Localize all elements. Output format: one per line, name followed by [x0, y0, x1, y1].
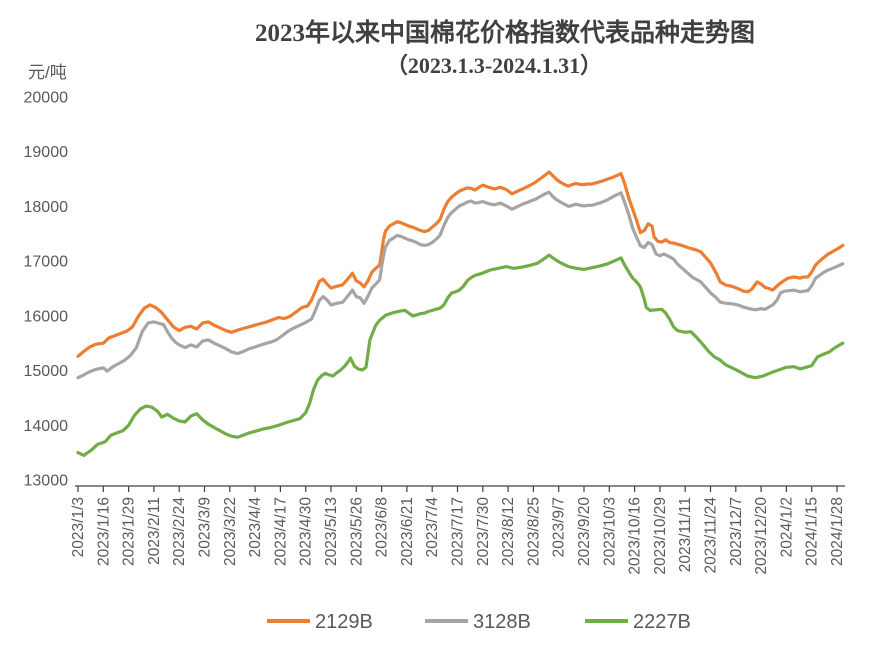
x-tick-label: 2023/4/4 — [247, 497, 264, 558]
x-tick-label: 2023/7/17 — [450, 497, 467, 566]
legend-label-3128B: 3128B — [473, 611, 531, 633]
x-tick-label: 2023/4/30 — [298, 497, 315, 566]
y-tick-label: 16000 — [24, 308, 69, 325]
x-tick-label: 2023/5/13 — [323, 497, 340, 566]
x-tick-label: 2024/1/2 — [778, 497, 795, 557]
x-tick-label: 2023/12/20 — [753, 497, 770, 575]
x-tick-label: 2024/1/15 — [804, 497, 821, 566]
x-tick-label: 2023/8/12 — [500, 497, 517, 566]
chart-subtitle: （2023.1.3-2024.1.31） — [386, 53, 602, 78]
x-tick-label: 2023/11/24 — [703, 497, 720, 574]
x-tick-label: 2023/2/24 — [171, 497, 188, 566]
y-tick-label: 14000 — [24, 418, 69, 435]
x-tick-label: 2023/12/7 — [728, 497, 745, 566]
legend-label-2129B: 2129B — [315, 611, 373, 633]
x-tick-label: 2023/3/22 — [222, 497, 239, 566]
legend: 2129B 3128B 2227B — [267, 611, 691, 633]
x-tick-label: 2023/10/16 — [627, 497, 644, 575]
legend-label-2227B: 2227B — [633, 611, 691, 633]
chart-title: 2023年以来中国棉花价格指数代表品种走势图 — [255, 18, 755, 47]
y-tick-label: 15000 — [24, 363, 69, 380]
x-tick-label: 2023/10/29 — [652, 497, 669, 575]
x-tick-label: 2023/9/7 — [551, 497, 568, 557]
series-line-3128B — [76, 190, 845, 380]
x-tick-label: 2023/9/20 — [576, 497, 593, 566]
x-tick-label: 2023/5/26 — [348, 497, 365, 566]
y-axis-unit-label: 元/吨 — [28, 63, 67, 82]
y-tick-label: 17000 — [24, 254, 69, 271]
y-tick-label: 20000 — [24, 90, 69, 107]
x-tick-label: 2023/4/17 — [272, 497, 289, 566]
series-lines — [76, 170, 845, 457]
x-tick-label: 2023/6/21 — [399, 497, 416, 566]
x-axis — [75, 485, 845, 492]
y-tick-label: 13000 — [24, 473, 69, 490]
x-tick-label: 2023/7/4 — [424, 497, 441, 558]
y-tick-label: 18000 — [24, 199, 69, 216]
x-tick-label: 2023/11/11 — [677, 497, 694, 572]
y-axis-tick-labels: 20000 19000 18000 17000 16000 15000 14000 13000 — [24, 90, 69, 490]
x-tick-label: 2023/1/29 — [121, 497, 138, 566]
x-tick-label: 2023/10/3 — [601, 497, 618, 566]
y-tick-label: 19000 — [24, 144, 69, 161]
x-tick-label: 2023/2/11 — [146, 497, 163, 565]
x-tick-label: 2023/1/16 — [95, 497, 112, 566]
x-tick-label: 2023/3/9 — [197, 497, 214, 557]
x-tick-label: 2024/1/28 — [829, 497, 846, 566]
x-axis-tick-labels: 2023/1/3 2023/1/16 2023/1/29 2023/2/11 2023/… — [70, 497, 846, 575]
x-tick-label: 2023/7/30 — [475, 497, 492, 566]
x-tick-label: 2023/1/3 — [70, 497, 87, 557]
x-tick-label: 2023/8/25 — [525, 497, 542, 566]
series-line-2129B — [76, 170, 845, 358]
series-line-2227B — [76, 253, 845, 457]
x-tick-label: 2023/6/8 — [374, 497, 391, 557]
